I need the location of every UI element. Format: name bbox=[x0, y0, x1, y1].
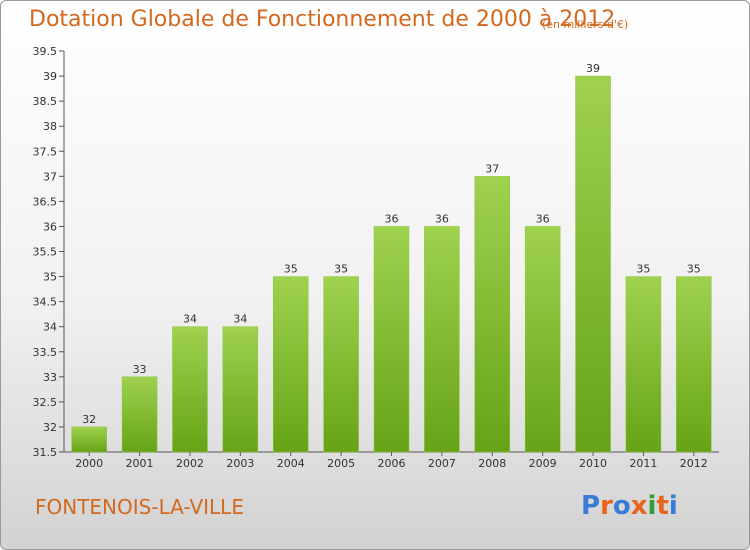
y-tick-label: 37.5 bbox=[33, 145, 58, 158]
x-tick-label-2004: 2004 bbox=[277, 457, 305, 470]
value-label-2006: 36 bbox=[385, 212, 399, 225]
x-tick-label-2003: 2003 bbox=[226, 457, 254, 470]
y-tick-label: 35 bbox=[43, 271, 57, 284]
value-label-2010: 39 bbox=[586, 62, 600, 75]
bar-2000 bbox=[71, 426, 107, 453]
bar-2005 bbox=[323, 276, 359, 453]
bar-2012 bbox=[676, 276, 712, 453]
y-tick-label: 35.5 bbox=[33, 246, 58, 259]
bar-2009 bbox=[524, 226, 561, 453]
x-tick-label-2001: 2001 bbox=[126, 457, 154, 470]
bar-2010 bbox=[575, 75, 611, 453]
x-tick-label-2005: 2005 bbox=[327, 457, 355, 470]
value-label-2002: 34 bbox=[183, 313, 197, 326]
logo-letter: r bbox=[600, 491, 613, 521]
x-tick-label-2009: 2009 bbox=[529, 457, 557, 470]
logo-letter: i bbox=[668, 491, 678, 521]
value-label-2001: 33 bbox=[133, 363, 147, 376]
logo-letter: P bbox=[581, 491, 601, 521]
x-tick-label-2012: 2012 bbox=[680, 457, 708, 470]
y-tick-label: 32.5 bbox=[33, 396, 58, 409]
chart-unit-label: (en milliers d'€) bbox=[542, 18, 629, 31]
commune-name: FONTENOIS-LA-VILLE bbox=[35, 495, 244, 519]
value-label-2007: 36 bbox=[435, 212, 449, 225]
x-tick-label-2010: 2010 bbox=[579, 457, 607, 470]
x-tick-label-2011: 2011 bbox=[629, 457, 657, 470]
y-tick-label: 32 bbox=[43, 421, 57, 434]
value-label-2000: 32 bbox=[82, 413, 96, 426]
chart-title: Dotation Globale de Fonctionnement de 20… bbox=[29, 7, 616, 32]
bar-2007 bbox=[424, 226, 460, 453]
y-tick-label: 36.5 bbox=[33, 195, 58, 208]
value-label-2003: 34 bbox=[233, 313, 247, 326]
y-tick-label: 33.5 bbox=[33, 346, 58, 359]
bar-2008 bbox=[474, 176, 511, 453]
y-tick-label: 39.5 bbox=[33, 45, 58, 58]
logo-letter: t bbox=[656, 491, 669, 521]
y-tick-label: 36 bbox=[43, 220, 57, 233]
value-label-2012: 35 bbox=[687, 263, 701, 276]
x-tick-label-2006: 2006 bbox=[378, 457, 406, 470]
bar-2004 bbox=[272, 276, 309, 453]
logo-letter: x bbox=[630, 491, 648, 521]
value-label-2005: 35 bbox=[334, 263, 348, 276]
y-tick-label: 31.5 bbox=[33, 446, 58, 459]
value-label-2011: 35 bbox=[636, 263, 650, 276]
y-tick-label: 34 bbox=[43, 321, 57, 334]
y-tick-label: 33 bbox=[43, 371, 57, 384]
x-tick-label-2000: 2000 bbox=[75, 457, 103, 470]
x-tick-label-2007: 2007 bbox=[428, 457, 456, 470]
bar-2011 bbox=[625, 276, 662, 453]
logo-letter: o bbox=[612, 491, 631, 521]
value-label-2009: 36 bbox=[536, 212, 550, 225]
y-tick-label: 38.5 bbox=[33, 95, 58, 108]
bar-2001 bbox=[121, 376, 158, 453]
value-label-2004: 35 bbox=[284, 263, 298, 276]
bar-2002 bbox=[172, 326, 208, 453]
logo-letter: i bbox=[647, 491, 657, 521]
x-tick-label-2002: 2002 bbox=[176, 457, 204, 470]
proxiti-logo[interactable]: Proxiti bbox=[581, 491, 678, 521]
value-label-2008: 37 bbox=[485, 162, 499, 175]
y-tick-label: 37 bbox=[43, 170, 57, 183]
bar-2006 bbox=[373, 226, 410, 453]
y-tick-label: 34.5 bbox=[33, 296, 58, 309]
x-tick-label-2008: 2008 bbox=[478, 457, 506, 470]
bar-2003 bbox=[222, 326, 259, 453]
y-tick-label: 38 bbox=[43, 120, 57, 133]
y-tick-label: 39 bbox=[43, 70, 57, 83]
